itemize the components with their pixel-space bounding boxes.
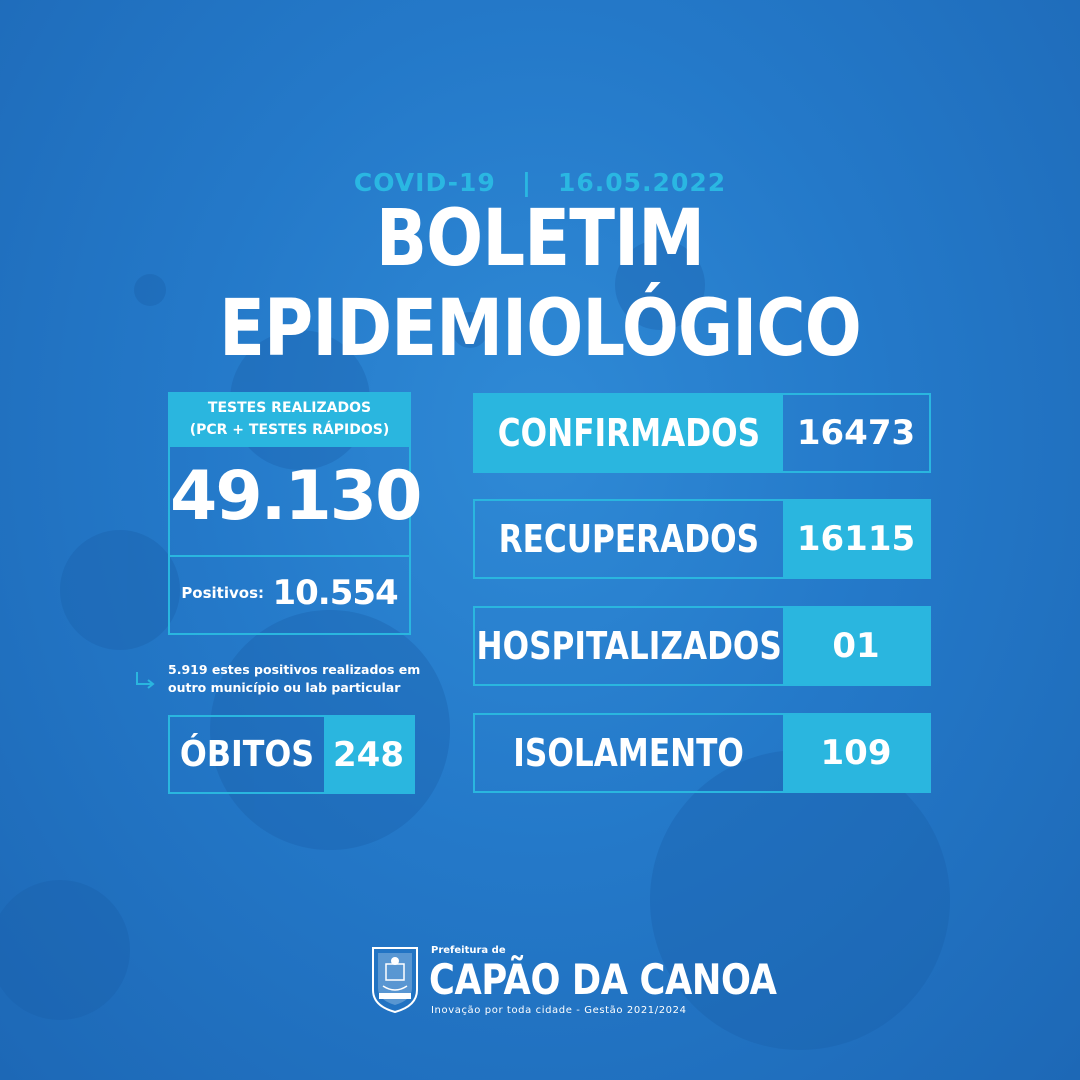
tests-panel: 49.130 Positivos: 10.554	[168, 445, 422, 635]
stat-label: HOSPITALIZADOS	[476, 624, 782, 668]
obitos-label: ÓBITOS	[179, 734, 315, 775]
stat-row-hospitalizados: HOSPITALIZADOS 01	[473, 606, 931, 686]
obitos-panel: ÓBITOS 248	[168, 715, 415, 794]
positives-note-line2: outro município ou lab particular	[168, 680, 401, 695]
tests-divider	[170, 555, 409, 557]
stat-value: 16473	[796, 413, 916, 453]
footer-city-name: CAPÃO DA CANOA	[429, 955, 777, 1004]
stat-row-isolamento: ISOLAMENTO 109	[473, 713, 931, 793]
bulletin-date: 16.05.2022	[557, 168, 727, 197]
positives-row: Positivos: 10.554	[170, 573, 409, 613]
stat-value: 109	[783, 715, 929, 791]
stat-value: 01	[783, 608, 929, 684]
stat-label: RECUPERADOS	[498, 517, 760, 561]
arrow-turn-right-icon	[136, 672, 155, 689]
tests-total-value: 49.130	[170, 457, 422, 536]
stat-label: ISOLAMENTO	[513, 731, 745, 775]
footer-prefix: Prefeitura de	[431, 945, 506, 956]
obitos-value: 248	[324, 717, 413, 792]
tests-heading-line1: TESTES REALIZADOS	[207, 400, 372, 416]
footer-tagline: Inovação por toda cidade - Gestão 2021/2…	[431, 1005, 687, 1016]
page-title: BOLETIM EPIDEMIOLÓGICO	[219, 194, 862, 374]
header-topic-date: COVID-19 | 16.05.2022	[0, 168, 1080, 197]
stat-row-confirmados: CONFIRMADOS 16473	[473, 393, 931, 473]
tests-heading: TESTES REALIZADOS (PCR + TESTES RÁPIDOS)	[168, 392, 411, 445]
city-coat-of-arms-icon	[372, 947, 418, 1014]
stat-row-recuperados: RECUPERADOS 16115	[473, 499, 931, 579]
stat-label: CONFIRMADOS	[497, 411, 761, 455]
header-separator: |	[521, 168, 532, 197]
positives-note-line1: 5.919 estes positivos realizados em	[168, 662, 421, 677]
positives-value: 10.554	[272, 573, 398, 613]
tests-heading-line2: (PCR + TESTES RÁPIDOS)	[189, 422, 390, 438]
positives-note: 5.919 estes positivos realizados em outr…	[168, 661, 438, 697]
positives-label: Positivos:	[181, 584, 265, 602]
topic-label: COVID-19	[353, 168, 496, 197]
stat-value: 16115	[783, 501, 929, 577]
